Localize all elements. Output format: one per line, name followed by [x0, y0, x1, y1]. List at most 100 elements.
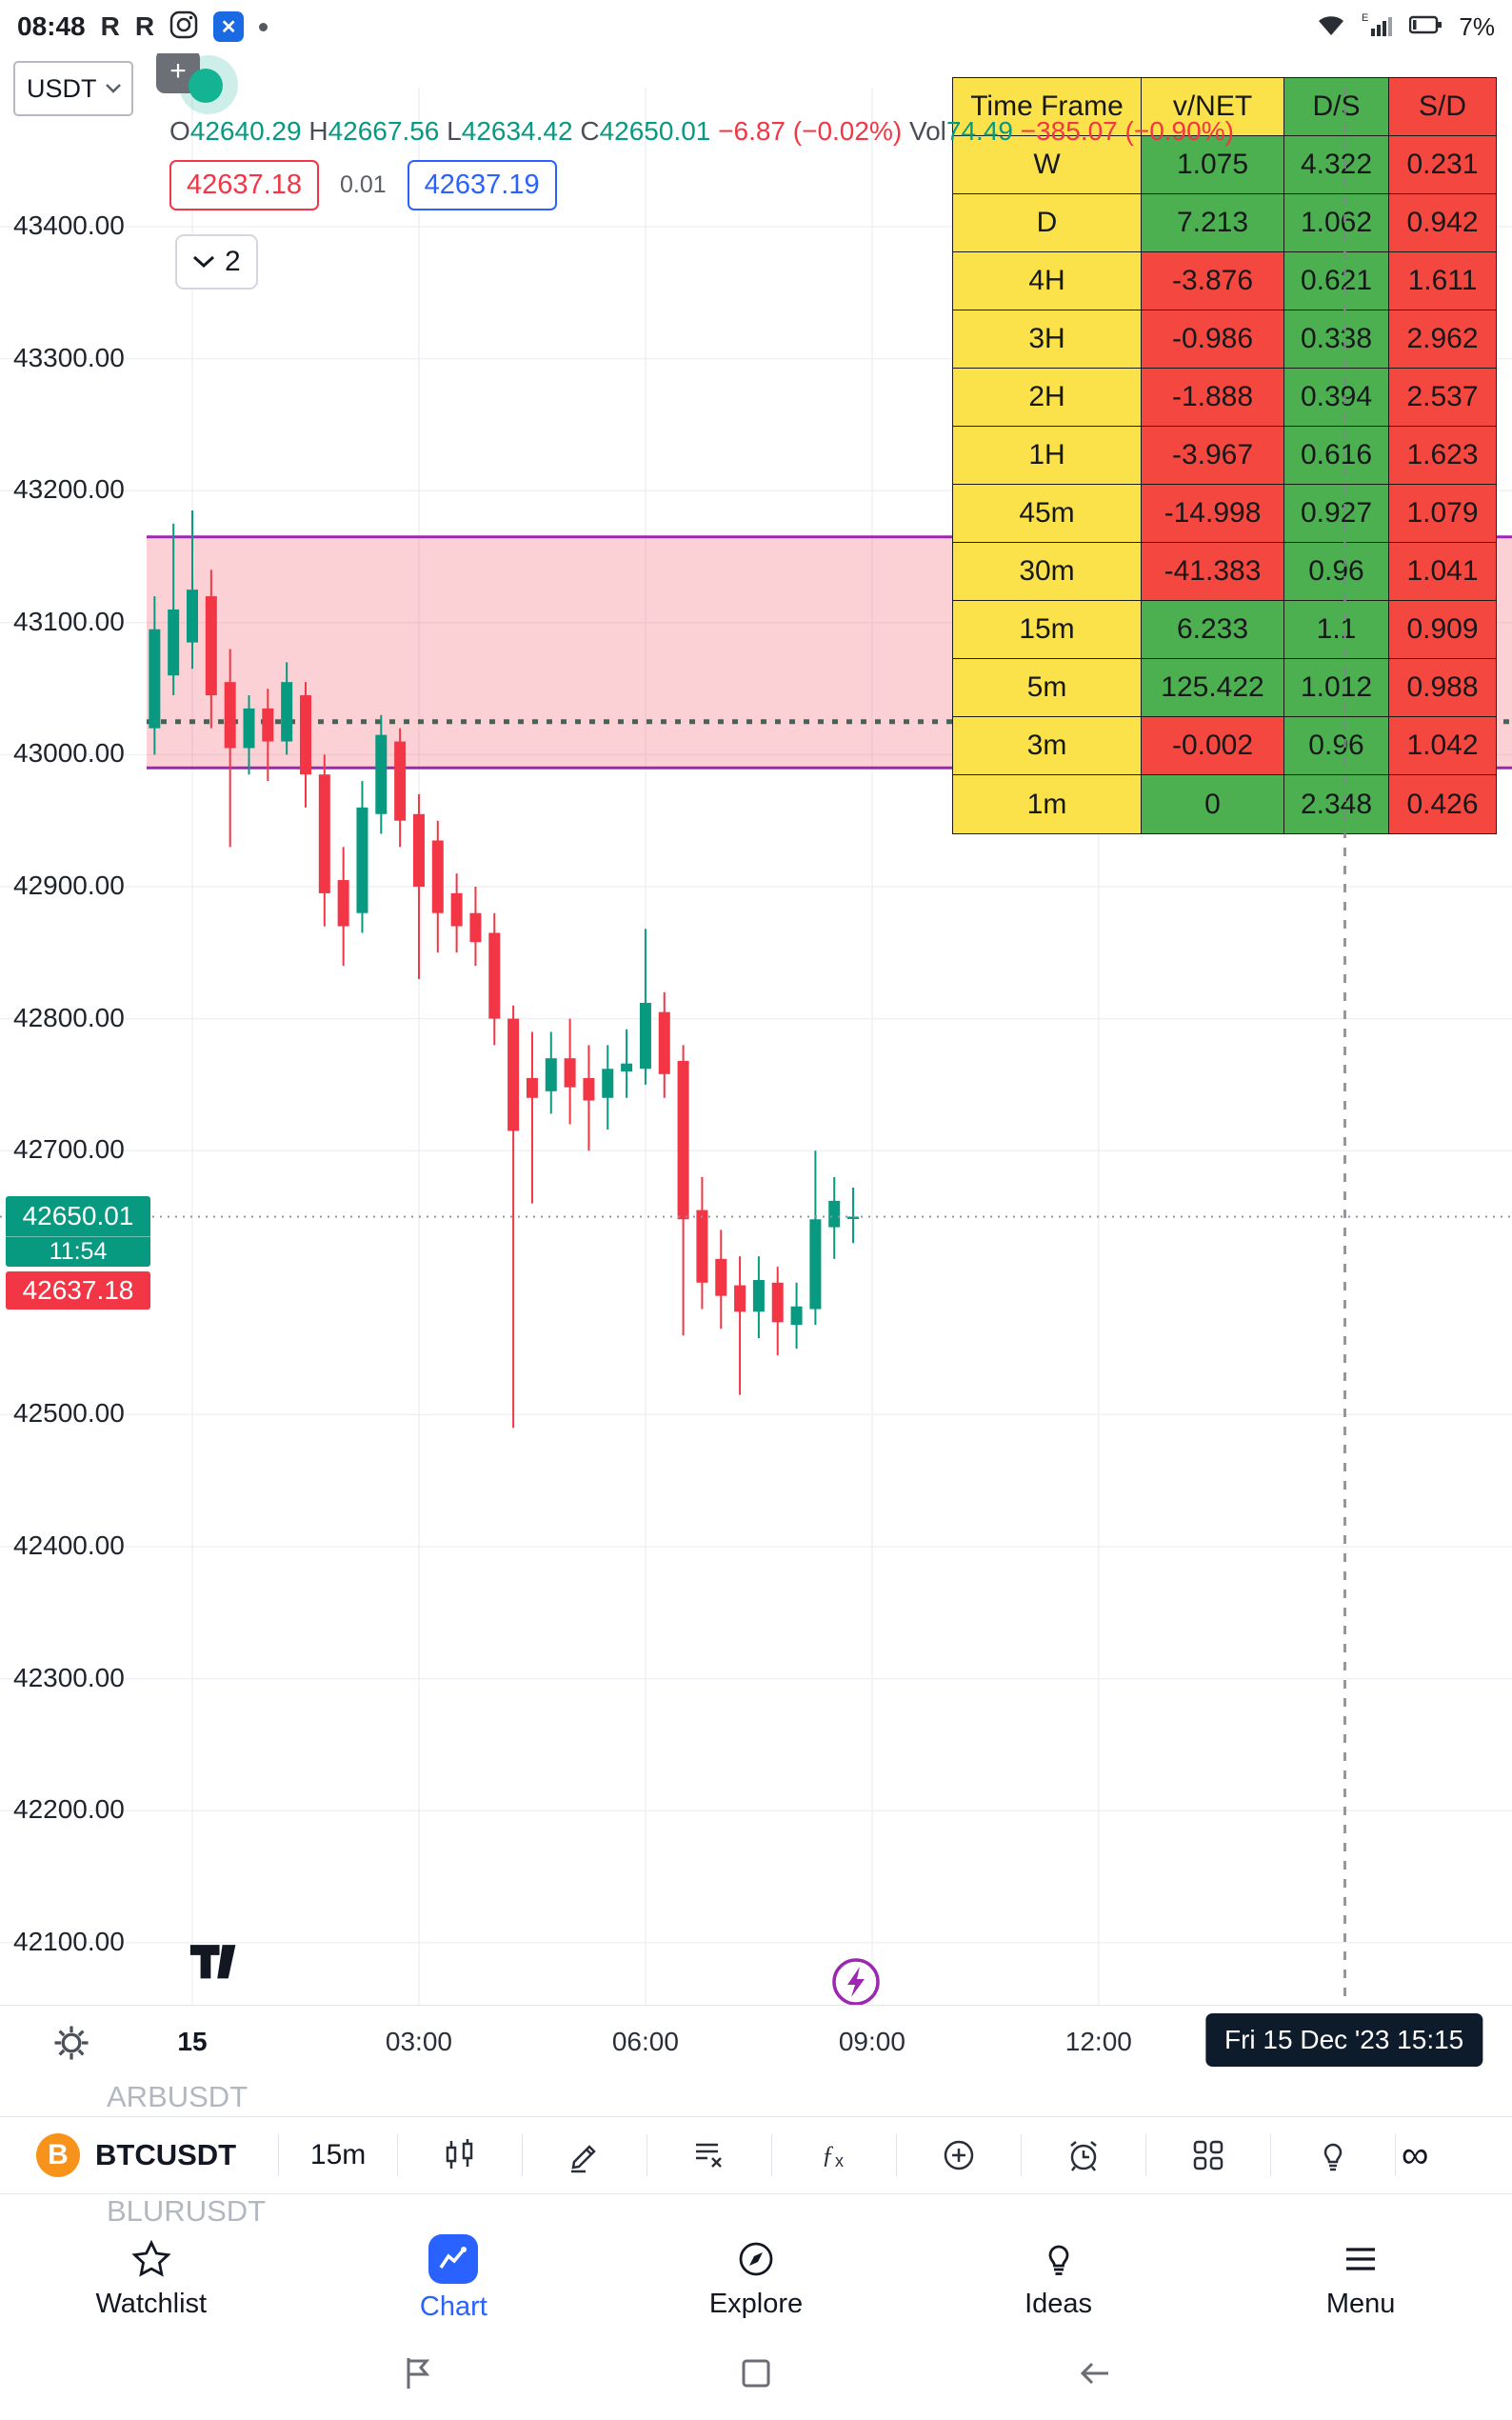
bar-style-button[interactable] — [398, 2135, 522, 2175]
matrix-row: 15m 6.233 1.1 0.909 — [953, 601, 1496, 659]
svg-text:ƒ: ƒ — [822, 2141, 834, 2169]
time-axis-label: 12:00 — [1064, 2027, 1132, 2056]
menu-icon — [1346, 2247, 1376, 2270]
chevron-down-icon — [106, 84, 121, 93]
price-axis-label: 42100.00 — [13, 1926, 125, 1956]
nav-chart[interactable]: Chart — [303, 2225, 606, 2331]
green-status-dot-icon — [189, 69, 223, 103]
layout-grid-button[interactable] — [1146, 2135, 1270, 2175]
watchlist-item-peek[interactable]: ARBUSDT — [107, 2080, 249, 2113]
matrix-row: 5m 125.422 1.012 0.988 — [953, 659, 1496, 717]
matrix-header-sd: S/D — [1389, 78, 1496, 136]
matrix-header-timeframe: Time Frame — [953, 78, 1142, 136]
matrix-row: 45m -14.998 0.927 1.079 — [953, 485, 1496, 543]
currency-selector[interactable]: USDT — [13, 61, 133, 116]
time-axis-label: 09:00 — [838, 2027, 905, 2056]
matrix-row: W 1.075 4.322 0.231 — [953, 136, 1496, 194]
price-badge-group: 42650.01 11:54 42637.18 — [6, 1196, 150, 1310]
price-axis-label: 42400.00 — [13, 1530, 125, 1560]
price-axis-label: 42200.00 — [13, 1794, 125, 1825]
app-icon-r2: R — [134, 11, 155, 41]
link-button[interactable]: ∞ — [1401, 2133, 1429, 2176]
battery-icon — [1409, 14, 1443, 40]
bar-countdown-badge: 11:54 — [6, 1236, 150, 1268]
add-button[interactable] — [897, 2135, 1021, 2175]
recents-flag-icon[interactable] — [396, 2352, 438, 2399]
matrix-row: 2H -1.888 0.394 2.537 — [953, 369, 1496, 427]
interval-button[interactable]: 15m — [309, 2139, 367, 2170]
idea-bulb-button[interactable] — [1271, 2135, 1395, 2175]
chevron-down-icon — [192, 255, 215, 269]
watchlist-item-peek[interactable]: BLURUSDT — [107, 2194, 267, 2228]
bottom-nav: Watchlist Chart Explore Ideas Menu — [0, 2225, 1512, 2331]
nav-menu[interactable]: Menu — [1209, 2225, 1512, 2331]
notification-dot-icon — [259, 22, 269, 31]
battery-percent: 7% — [1459, 11, 1495, 41]
matrix-row: 30m -41.383 0.96 1.041 — [953, 543, 1496, 601]
bid-button[interactable]: 42637.18 — [169, 160, 319, 210]
symbol-button[interactable]: BTCUSDT — [95, 2138, 237, 2171]
spread-value: 0.01 — [339, 171, 387, 198]
price-axis-label: 42800.00 — [13, 1002, 125, 1032]
alert-clock-button[interactable] — [1022, 2135, 1145, 2175]
chart-icon — [428, 2233, 479, 2284]
price-axis-label: 43300.00 — [13, 342, 125, 372]
ask-button[interactable]: 42637.19 — [407, 160, 557, 210]
cell-signal-icon: E — [1362, 11, 1394, 43]
back-icon[interactable] — [1074, 2352, 1116, 2399]
matrix-row: D 7.213 1.062 0.942 — [953, 194, 1496, 252]
nav-ideas[interactable]: Ideas — [907, 2225, 1210, 2331]
time-axis-label: 15 — [177, 2027, 208, 2056]
matrix-row: 4H -3.876 0.621 1.611 — [953, 252, 1496, 310]
clock: 08:48 — [17, 11, 86, 41]
time-axis[interactable]: 15 03:00 06:00 09:00 12:00 Fri 15 Dec '23 15… — [0, 2005, 1512, 2081]
lightning-boost-icon[interactable] — [830, 1956, 882, 2012]
x-app-icon: ✕ — [213, 11, 245, 42]
wifi-icon — [1316, 12, 1346, 42]
lightbulb-icon — [1048, 2245, 1068, 2275]
app-icon-r: R — [100, 11, 120, 41]
price-axis-label: 42500.00 — [13, 1398, 125, 1429]
time-axis-label: 03:00 — [385, 2027, 452, 2056]
last-price-badge: 42650.01 — [6, 1196, 150, 1237]
matrix-header-ds: D/S — [1284, 78, 1389, 136]
prev-price-badge: 42637.18 — [6, 1271, 150, 1310]
time-crosshair-line — [1343, 88, 1346, 2005]
status-bar: 08:48 R R ✕ E 7% — [0, 0, 1512, 53]
price-axis-label: 42300.00 — [13, 1662, 125, 1692]
home-icon[interactable] — [735, 2352, 777, 2399]
timeframe-matrix-table: Time Frame v/NET D/S S/D W 1.075 4.322 0.23… — [952, 77, 1497, 834]
price-axis-label: 43100.00 — [13, 606, 125, 636]
matrix-row: 1H -3.967 0.616 1.623 — [953, 427, 1496, 485]
matrix-row: 3m -0.002 0.96 1.042 — [953, 717, 1496, 775]
android-nav-bar — [0, 2331, 1512, 2420]
matrix-header-vnet: v/NET — [1142, 78, 1284, 136]
draw-tool-button[interactable] — [523, 2135, 647, 2175]
nav-explore[interactable]: Explore — [605, 2225, 907, 2331]
time-axis-label: 06:00 — [611, 2027, 679, 2056]
price-axis-label: 43000.00 — [13, 738, 125, 769]
price-axis-label: 42900.00 — [13, 870, 125, 900]
gear-icon[interactable] — [50, 2021, 93, 2070]
price-axis-label: 43200.00 — [13, 474, 125, 505]
price-axis-label: 42700.00 — [13, 1134, 125, 1165]
indicators-button[interactable] — [647, 2135, 771, 2175]
bitcoin-icon: B — [36, 2133, 80, 2177]
nav-watchlist[interactable]: Watchlist — [0, 2225, 303, 2331]
matrix-row: 1m 0 2.348 0.426 — [953, 775, 1496, 833]
price-axis-label: 43400.00 — [13, 210, 125, 240]
bid-ask-row: 42637.18 0.01 42637.19 — [169, 160, 557, 210]
pane-count-selector[interactable]: 2 — [175, 234, 258, 290]
svg-text:x: x — [835, 2151, 844, 2170]
matrix-header-row: Time Frame v/NET D/S S/D — [953, 78, 1496, 136]
crosshair-date-badge: Fri 15 Dec '23 15:15 — [1204, 2013, 1483, 2067]
instagram-icon — [169, 10, 198, 44]
star-icon — [131, 2239, 171, 2277]
tradingview-logo[interactable] — [189, 1939, 248, 1988]
ohlc-readout: O42640.29 H42667.56 L42634.42 C42650.01 … — [169, 116, 1234, 146]
compass-icon — [739, 2242, 773, 2275]
matrix-row: 3H -0.986 0.338 2.962 — [953, 310, 1496, 369]
